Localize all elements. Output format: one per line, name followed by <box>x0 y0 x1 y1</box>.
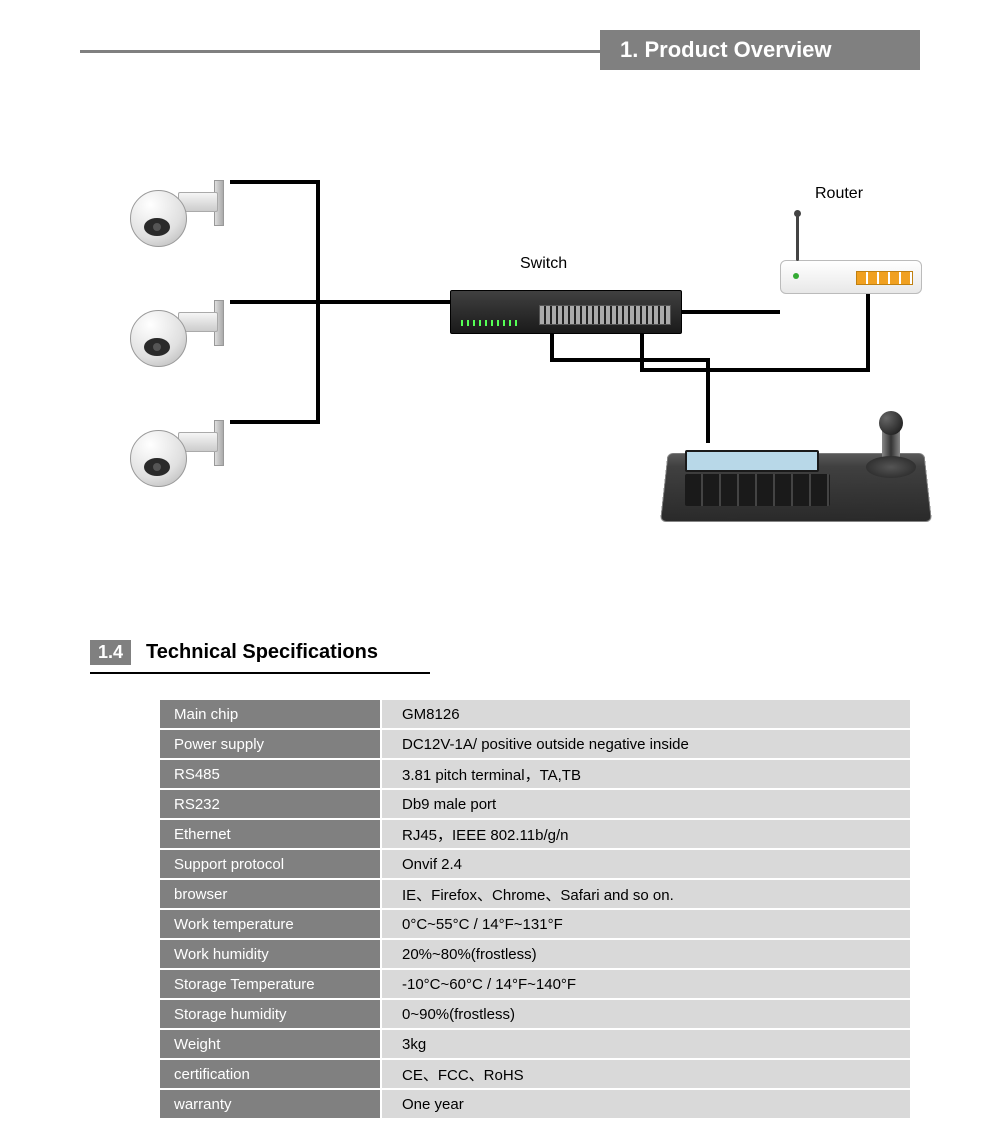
table-row: Main chipGM8126 <box>160 700 910 728</box>
spec-key: RS232 <box>160 790 380 818</box>
spec-key: browser <box>160 880 380 908</box>
switch-label: Switch <box>520 255 567 273</box>
wire <box>640 368 870 372</box>
spec-key: Support protocol <box>160 850 380 878</box>
router-icon <box>780 260 922 294</box>
wire <box>550 358 710 362</box>
table-row: EthernetRJ45，IEEE 802.11b/g/n <box>160 820 910 848</box>
section-number: 1.4 <box>90 640 131 665</box>
table-row: RS4853.81 pitch terminal，TA,TB <box>160 760 910 788</box>
spec-value: DC12V-1A/ positive outside negative insi… <box>382 730 910 758</box>
spec-key: Power supply <box>160 730 380 758</box>
spec-key: Storage Temperature <box>160 970 380 998</box>
table-row: Weight3kg <box>160 1030 910 1058</box>
table-row: Storage humidity0~90%(frostless) <box>160 1000 910 1028</box>
section-underline <box>90 672 430 674</box>
ptz-camera-icon <box>130 410 240 490</box>
spec-key: certification <box>160 1060 380 1088</box>
wire <box>230 180 320 184</box>
wire <box>230 300 320 304</box>
ptz-camera-icon <box>130 170 240 250</box>
spec-key: Ethernet <box>160 820 380 848</box>
wire <box>230 420 320 424</box>
section-title: Technical Specifications <box>146 641 378 664</box>
switch-icon <box>450 290 682 334</box>
spec-value: 0°C~55°C / 14°F~131°F <box>382 910 910 938</box>
page: 1. Product Overview Switch Router 1.4 Te… <box>0 0 1000 1143</box>
table-row: Work humidity20%~80%(frostless) <box>160 940 910 968</box>
spec-key: Work temperature <box>160 910 380 938</box>
spec-key: RS485 <box>160 760 380 788</box>
wire <box>316 300 450 304</box>
router-label: Router <box>815 185 863 203</box>
table-row: RS232Db9 male port <box>160 790 910 818</box>
wire <box>680 310 780 314</box>
spec-value: 20%~80%(frostless) <box>382 940 910 968</box>
keyboard-controller-icon <box>660 430 930 520</box>
spec-value: 0~90%(frostless) <box>382 1000 910 1028</box>
wire <box>640 332 644 372</box>
topology-diagram: Switch Router <box>80 150 920 580</box>
spec-value: 3kg <box>382 1030 910 1058</box>
table-row: browserIE、Firefox、Chrome、Safari and so o… <box>160 880 910 908</box>
table-row: certificationCE、FCC、RoHS <box>160 1060 910 1088</box>
wire <box>866 292 870 372</box>
spec-table: Main chipGM8126Power supplyDC12V-1A/ pos… <box>160 700 910 1120</box>
spec-value: Db9 male port <box>382 790 910 818</box>
spec-value: -10°C~60°C / 14°F~140°F <box>382 970 910 998</box>
header-rule <box>80 50 600 53</box>
wire <box>550 332 554 362</box>
table-row: Work temperature0°C~55°C / 14°F~131°F <box>160 910 910 938</box>
table-row: warrantyOne year <box>160 1090 910 1118</box>
spec-value: Onvif 2.4 <box>382 850 910 878</box>
spec-value: 3.81 pitch terminal，TA,TB <box>382 760 910 788</box>
section-header: 1.4 Technical Specifications <box>90 640 378 665</box>
table-row: Support protocolOnvif 2.4 <box>160 850 910 878</box>
ptz-camera-icon <box>130 290 240 370</box>
spec-key: Work humidity <box>160 940 380 968</box>
table-row: Power supplyDC12V-1A/ positive outside n… <box>160 730 910 758</box>
spec-key: Weight <box>160 1030 380 1058</box>
spec-key: warranty <box>160 1090 380 1118</box>
spec-key: Storage humidity <box>160 1000 380 1028</box>
spec-value: RJ45，IEEE 802.11b/g/n <box>382 820 910 848</box>
spec-value: One year <box>382 1090 910 1118</box>
spec-value: CE、FCC、RoHS <box>382 1060 910 1088</box>
table-row: Storage Temperature-10°C~60°C / 14°F~140… <box>160 970 910 998</box>
spec-key: Main chip <box>160 700 380 728</box>
header-title: 1. Product Overview <box>600 30 920 70</box>
spec-value: GM8126 <box>382 700 910 728</box>
spec-value: IE、Firefox、Chrome、Safari and so on. <box>382 880 910 908</box>
